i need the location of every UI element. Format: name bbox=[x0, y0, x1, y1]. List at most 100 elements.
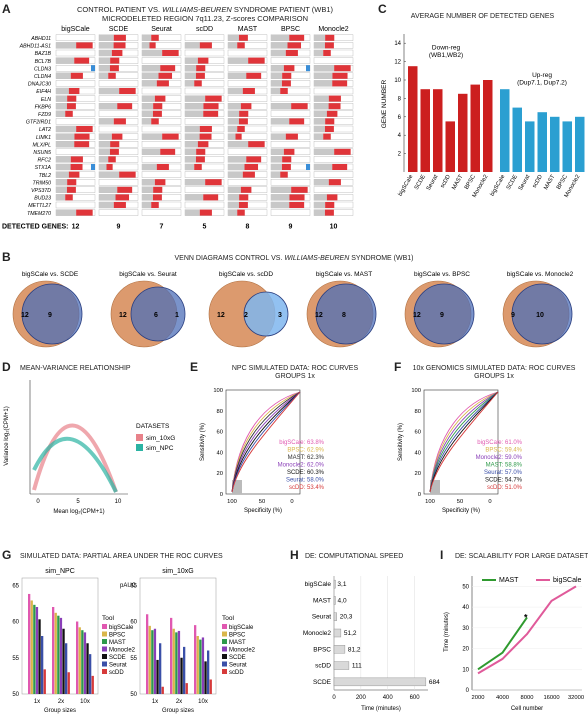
y-tick-label: 40 bbox=[217, 450, 223, 456]
x-tick-label: scDD bbox=[532, 174, 544, 189]
roc-curve bbox=[429, 391, 499, 493]
heatmap-cell-red bbox=[248, 57, 265, 64]
heatmap-cell-gray bbox=[142, 179, 155, 186]
heatmap-cell-red bbox=[151, 118, 159, 125]
heatmap-cell-bg bbox=[270, 209, 311, 216]
heatmap-cell-red bbox=[156, 164, 169, 170]
heatmap-cell-gray bbox=[99, 57, 111, 64]
tool-label: Monocle2 bbox=[109, 648, 136, 654]
y-tick-label: 12 bbox=[394, 60, 401, 66]
heatmap-cell-gray bbox=[56, 141, 75, 148]
roc-legend-label: MAST: 58.8% bbox=[486, 463, 523, 469]
speed-bar bbox=[333, 579, 336, 589]
line-series bbox=[477, 616, 528, 671]
legend-label: sim_NPC bbox=[146, 445, 174, 452]
heatmap-cell-red bbox=[203, 110, 219, 117]
heatmap-cell-gray bbox=[314, 202, 326, 208]
tool-swatch bbox=[102, 654, 107, 659]
heatmap-cell-gray bbox=[185, 95, 206, 102]
heatmap-cell-red bbox=[332, 80, 348, 87]
heatmap-cell-bg bbox=[55, 118, 96, 125]
y-tick-label: 65 bbox=[130, 583, 137, 589]
x-tick-label: 600 bbox=[410, 695, 421, 701]
panel-e-title-2: GROUPS 1x bbox=[275, 373, 315, 380]
heatmap-cell-red bbox=[153, 103, 163, 110]
pauc-bar bbox=[65, 643, 68, 694]
heatmap-cell-gray bbox=[56, 103, 67, 110]
heatmap-cell-gray bbox=[99, 50, 112, 56]
heatmap-cell-gray bbox=[228, 186, 241, 193]
x-tick-label: 1x bbox=[34, 699, 40, 705]
heatmap-cell-gray bbox=[314, 209, 325, 216]
heatmap-cell-gray bbox=[56, 156, 71, 163]
heatmap-cell-gray bbox=[228, 126, 238, 132]
heatmap-cell-red bbox=[282, 72, 292, 79]
heatmap-cell-red bbox=[242, 88, 255, 94]
tool-swatch bbox=[222, 646, 227, 652]
heatmap-cell-gray bbox=[271, 148, 284, 155]
heatmap-cell-red bbox=[74, 141, 90, 148]
x-tick-label: MAST bbox=[451, 174, 464, 191]
heatmap-cell-bg bbox=[141, 209, 182, 216]
speed-value: 4,0 bbox=[338, 597, 347, 604]
heatmap-cell-red bbox=[283, 65, 295, 72]
method-header: Monocle2 bbox=[318, 26, 348, 33]
bar bbox=[575, 116, 585, 172]
x-axis-label: Group sizes bbox=[44, 708, 76, 714]
heatmap-cell-gray bbox=[185, 164, 195, 170]
pauc-bar bbox=[204, 661, 207, 694]
curve-npc bbox=[32, 436, 118, 493]
x-axis-label: Group sizes bbox=[162, 708, 194, 714]
heatmap-cell-red bbox=[237, 126, 245, 132]
heatmap-cell-gray bbox=[185, 57, 198, 64]
roc-curve bbox=[231, 391, 301, 493]
heatmap-cell-red bbox=[285, 133, 298, 140]
heatmap-cell-gray bbox=[56, 57, 75, 64]
pauc-bar bbox=[196, 636, 199, 694]
heatmap-cell-bg bbox=[141, 156, 182, 163]
method-header: Seurat bbox=[151, 26, 172, 33]
panel-a-title: CONTROL PATIENT VS. WILLIAMS-BEUREN SYND… bbox=[40, 5, 370, 14]
y-axis-label: Variance log₂(CPM+1) bbox=[4, 406, 10, 465]
pauc-bar bbox=[161, 686, 164, 694]
x-tick-label: bigSCale bbox=[398, 174, 415, 197]
heatmap-cell-bg bbox=[270, 110, 311, 117]
heatmap-cell-gray bbox=[99, 72, 109, 79]
x-tick-label: 100 bbox=[227, 499, 237, 505]
heatmap-cell-gray bbox=[56, 133, 75, 140]
pauc-bar bbox=[41, 636, 44, 694]
y-tick-label: 100 bbox=[213, 388, 223, 394]
x-tick-label: 2000 bbox=[472, 695, 485, 701]
legend-swatch bbox=[136, 444, 143, 451]
gene-label: BAZ1B bbox=[35, 51, 52, 57]
heatmap-cell-gray bbox=[314, 179, 329, 186]
tool-legend-title: Tool bbox=[102, 615, 114, 622]
heatmap-cell-bg bbox=[184, 186, 225, 193]
x-tick-label: 16000 bbox=[543, 695, 559, 701]
heatmap-cell-red bbox=[111, 50, 123, 56]
x-tick-label: 100 bbox=[425, 499, 435, 505]
x-tick-label: Seurat bbox=[426, 174, 440, 192]
heatmap-cell-red bbox=[199, 133, 212, 140]
heatmap-cell-gray bbox=[228, 171, 243, 178]
heatmap-cell-gray bbox=[271, 65, 284, 72]
heatmap-cell-gray bbox=[99, 194, 116, 201]
heatmap-cell-gray bbox=[271, 72, 283, 79]
x-tick-label: scDD bbox=[440, 174, 452, 189]
heatmap-cell-red bbox=[113, 42, 126, 49]
gene-label: TBL2 bbox=[39, 173, 52, 179]
y-tick-label: 8 bbox=[398, 96, 402, 102]
venn-circle-right bbox=[315, 283, 377, 345]
x-tick-label: 200 bbox=[356, 695, 367, 701]
pauc-bar bbox=[185, 683, 188, 694]
heatmap-cell-gray bbox=[142, 34, 152, 41]
heatmap-cell-red bbox=[154, 179, 166, 186]
pauc-bar-charts: sim_NPC 50 55 60 65 1x 2x 10x Group sizes sim_10x… bbox=[12, 568, 255, 714]
detected-genes-label: DETECTED GENES: bbox=[2, 223, 69, 230]
heatmap-cell-bg bbox=[313, 87, 354, 95]
heatmap-cell-bg bbox=[98, 95, 139, 102]
heatmap-cell-bg bbox=[98, 209, 139, 216]
heatmap-cell-gray bbox=[185, 80, 195, 87]
heatmap-cell-bg bbox=[98, 80, 139, 87]
